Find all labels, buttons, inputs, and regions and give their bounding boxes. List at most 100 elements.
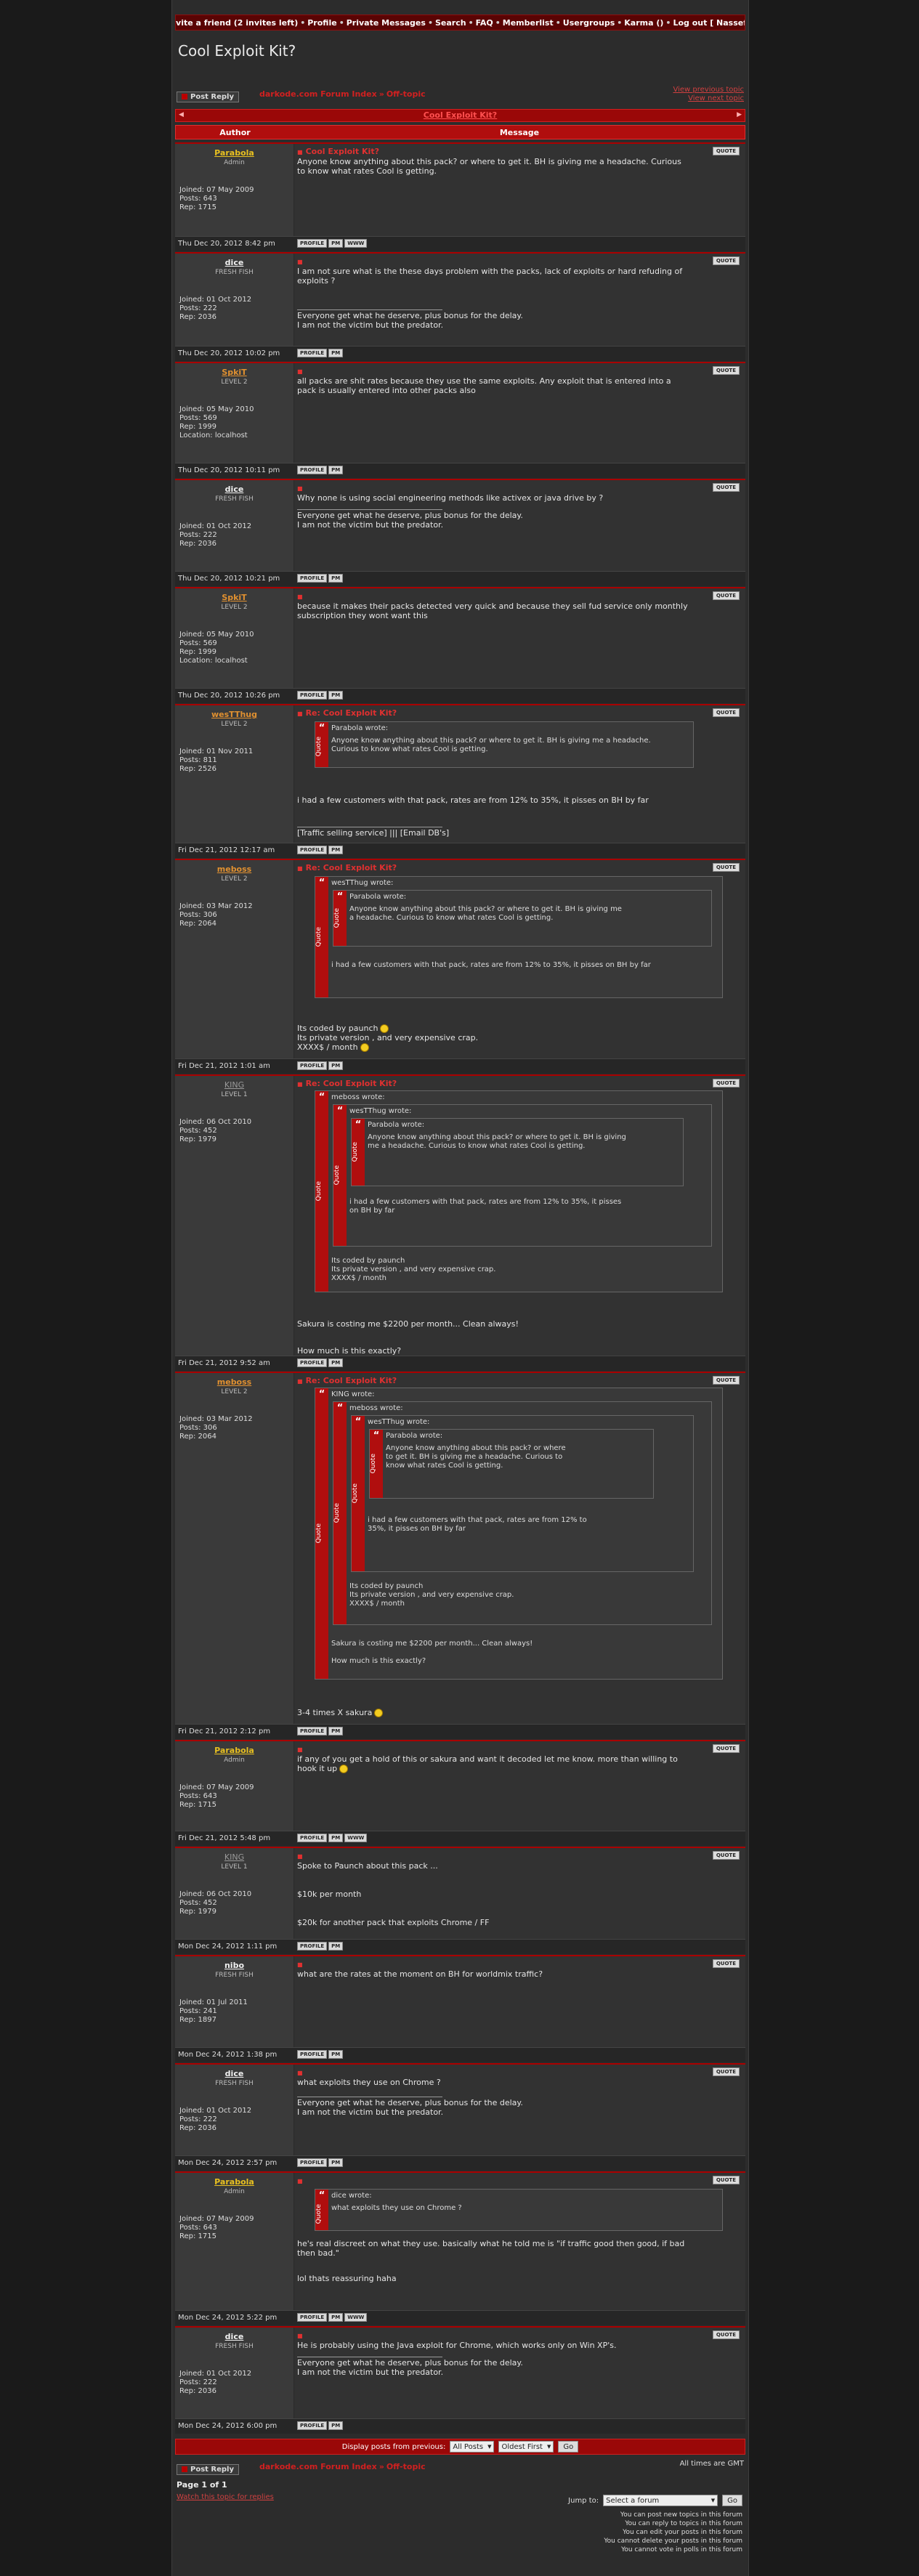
quote-button[interactable]: QUOTE [712,2067,740,2076]
next-arrow-icon[interactable]: ▶ [737,111,742,118]
pm-button[interactable]: PM [328,1834,344,1842]
profile-button[interactable]: PROFILE [297,574,328,583]
pm-button[interactable]: PM [328,466,344,474]
pm-button[interactable]: PM [328,691,344,700]
post-date: Fri Dec 21, 2012 1:01 am [178,1062,270,1070]
post-subject: ■ [297,2176,306,2185]
nav-link[interactable]: Memberlist [502,17,554,28]
username-link[interactable]: Parabola [214,148,254,158]
www-button[interactable]: WWW [344,2313,368,2322]
quote-button[interactable]: QUOTE [712,366,740,375]
profile-button[interactable]: PROFILE [297,1727,328,1735]
www-button[interactable]: WWW [344,1834,368,1842]
breadcrumb-section[interactable]: Off-topic [386,2462,426,2471]
username-link[interactable]: KING [224,1080,245,1090]
nav-link[interactable]: Profile [307,17,337,28]
profile-button[interactable]: PROFILE [297,846,328,854]
username-link[interactable]: meboss [216,864,252,874]
post-subject: ■ [297,366,306,376]
quote-button[interactable]: QUOTE [712,708,740,717]
pm-button[interactable]: PM [328,1061,344,1070]
pm-button[interactable]: PM [328,846,344,854]
quote-button[interactable]: QUOTE [712,1376,740,1385]
username-link[interactable]: wesTThug [211,710,257,719]
forum-select[interactable]: Select a forum ▼ [603,2495,718,2506]
profile-button[interactable]: PROFILE [297,1834,328,1842]
pm-button[interactable]: PM [328,2050,344,2059]
username-link[interactable]: dice [224,2332,244,2341]
prev-arrow-icon[interactable]: ◀ [179,111,184,118]
go-button[interactable]: Go [558,2441,579,2453]
profile-button[interactable]: PROFILE [297,1942,328,1951]
quote-button[interactable]: QUOTE [712,863,740,872]
quote-button[interactable]: QUOTE [712,256,740,265]
quote-label: Quote [315,927,323,947]
jump-go-button[interactable]: Go [722,2495,742,2506]
post-text: lol thats reassuring haha [297,2274,738,2283]
nav-link[interactable]: FAQ [475,17,493,28]
quote-button[interactable]: QUOTE [712,1744,740,1753]
username-link[interactable]: KING [224,1852,245,1862]
posts-range-select[interactable]: All Posts ▼ [450,2441,495,2453]
post-reply-button-top[interactable]: Post Reply [177,89,239,102]
next-topic-link[interactable]: View next topic [688,94,744,102]
profile-button[interactable]: PROFILE [297,691,328,700]
breadcrumb-index[interactable]: darkode.com Forum Index [259,2462,377,2471]
profile-button[interactable]: PROFILE [297,2050,328,2059]
quote-text: Its private version , and very expensive… [349,1591,514,1599]
quote-bar: “ Quote [315,1388,328,1679]
quote-button[interactable]: QUOTE [712,147,740,155]
nav-link[interactable]: Usergroups [562,17,615,28]
profile-button[interactable]: PROFILE [297,1358,328,1367]
nav-link[interactable]: Private Messages [346,17,426,28]
user-stats: Joined: 07 May 2009 Posts: 643 Rep: 1715 [179,1783,254,1810]
quote-button[interactable]: QUOTE [712,1959,740,1968]
quote-text: i had a few customers with that pack, ra… [331,961,651,969]
pm-button[interactable]: PM [328,1727,344,1735]
nav-link[interactable]: Log out [ Nassef ] [673,17,745,28]
post-reply-button-bottom[interactable]: Post Reply [177,2461,239,2475]
breadcrumb-index[interactable]: darkode.com Forum Index [259,89,377,99]
pm-button[interactable]: PM [328,574,344,583]
username-link[interactable]: Parabola [214,1746,254,1755]
previous-topic-link[interactable]: View previous topic [673,86,744,94]
profile-button[interactable]: PROFILE [297,2313,328,2322]
sort-order-select[interactable]: Oldest First ▼ [498,2441,554,2453]
quote-button[interactable]: QUOTE [712,2176,740,2184]
pm-button[interactable]: PM [328,239,344,248]
quote-button[interactable]: QUOTE [712,1079,740,1087]
www-button[interactable]: WWW [344,239,368,248]
post-author: Parabola Admin Joined: 07 May 2009 Posts: 6… [175,2173,294,2311]
pm-button[interactable]: PM [328,2313,344,2322]
username-link[interactable]: nibo [224,1961,245,1970]
profile-button[interactable]: PROFILE [297,239,328,248]
profile-button[interactable]: PROFILE [297,2158,328,2167]
nav-link[interactable]: Search [434,17,466,28]
watch-topic-link[interactable]: Watch this topic for replies [177,2493,274,2501]
username-link[interactable]: dice [224,485,244,494]
username-link[interactable]: Parabola [214,2177,254,2187]
username-link[interactable]: dice [224,2069,244,2078]
quote-button[interactable]: QUOTE [712,2330,740,2339]
pm-button[interactable]: PM [328,1942,344,1951]
quote-button[interactable]: QUOTE [712,591,740,600]
post-text: what exploits they use on Chrome ? [297,2078,738,2087]
profile-button[interactable]: PROFILE [297,349,328,357]
pm-button[interactable]: PM [328,1358,344,1367]
pm-button[interactable]: PM [328,2158,344,2167]
thread-title-link[interactable]: Cool Exploit Kit? [423,110,498,120]
quote-button[interactable]: QUOTE [712,1851,740,1860]
pm-button[interactable]: PM [328,2421,344,2430]
username-link[interactable]: meboss [216,1377,252,1387]
breadcrumb-section[interactable]: Off-topic [386,89,426,99]
pm-button[interactable]: PM [328,349,344,357]
profile-button[interactable]: PROFILE [297,466,328,474]
username-link[interactable]: SpkiT [222,368,247,377]
username-link[interactable]: SpkiT [222,593,247,602]
username-link[interactable]: dice [224,258,244,267]
nav-link[interactable]: Invite a friend (2 invites left) [175,17,299,28]
profile-button[interactable]: PROFILE [297,1061,328,1070]
quote-button[interactable]: QUOTE [712,483,740,492]
nav-link[interactable]: Karma () [624,17,664,28]
profile-button[interactable]: PROFILE [297,2421,328,2430]
